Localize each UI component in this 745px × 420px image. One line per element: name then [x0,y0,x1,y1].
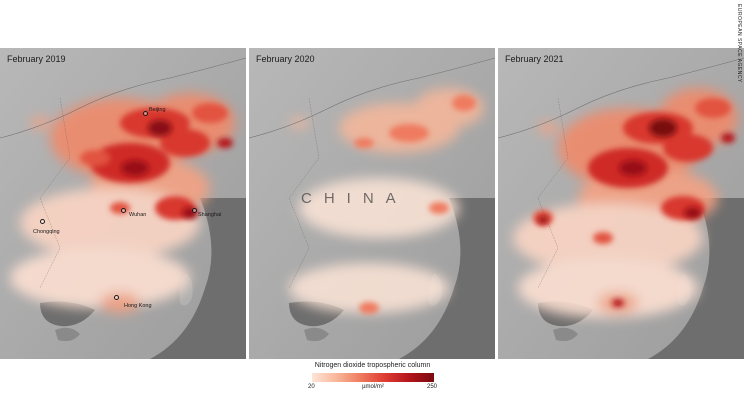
city-label-shanghai: Shanghai [198,212,222,218]
map-panel-2021: February 2021 [498,48,744,359]
city-marker-chongqing [40,219,45,224]
city-label-beijing: Beijing [149,107,166,113]
city-marker-beijing [143,111,148,116]
map-panel-2019: February 2019 Beijing Wuhan Shanghai Cho… [0,48,246,359]
map-panel-2020: February 2020 CHINA [249,48,495,359]
legend-color-bar [312,373,434,382]
color-legend: Nitrogen dioxide tropospheric column 20 … [300,362,445,402]
legend-max-value: 250 [427,384,438,390]
city-marker-shanghai [192,208,197,213]
legend-unit: µmol/m² [362,384,384,390]
country-label-china: CHINA [301,190,408,207]
city-label-chongqing: Chongqing [33,229,60,235]
panel-title: February 2019 [7,54,66,64]
city-label-wuhan: Wuhan [129,212,147,218]
credit-label: EUROPEAN SPACE AGENCY [736,4,742,83]
legend-title: Nitrogen dioxide tropospheric column [314,362,431,369]
city-marker-hong-kong [114,295,119,300]
no2-map-2019 [0,48,246,359]
panel-title: February 2020 [256,54,315,64]
city-marker-wuhan [121,208,126,213]
no2-map-2021 [498,48,744,359]
panel-title: February 2021 [505,54,564,64]
no2-map-2020 [249,48,495,359]
legend-min-value: 20 [308,384,315,390]
city-label-hong-kong: Hong Kong [124,303,152,309]
